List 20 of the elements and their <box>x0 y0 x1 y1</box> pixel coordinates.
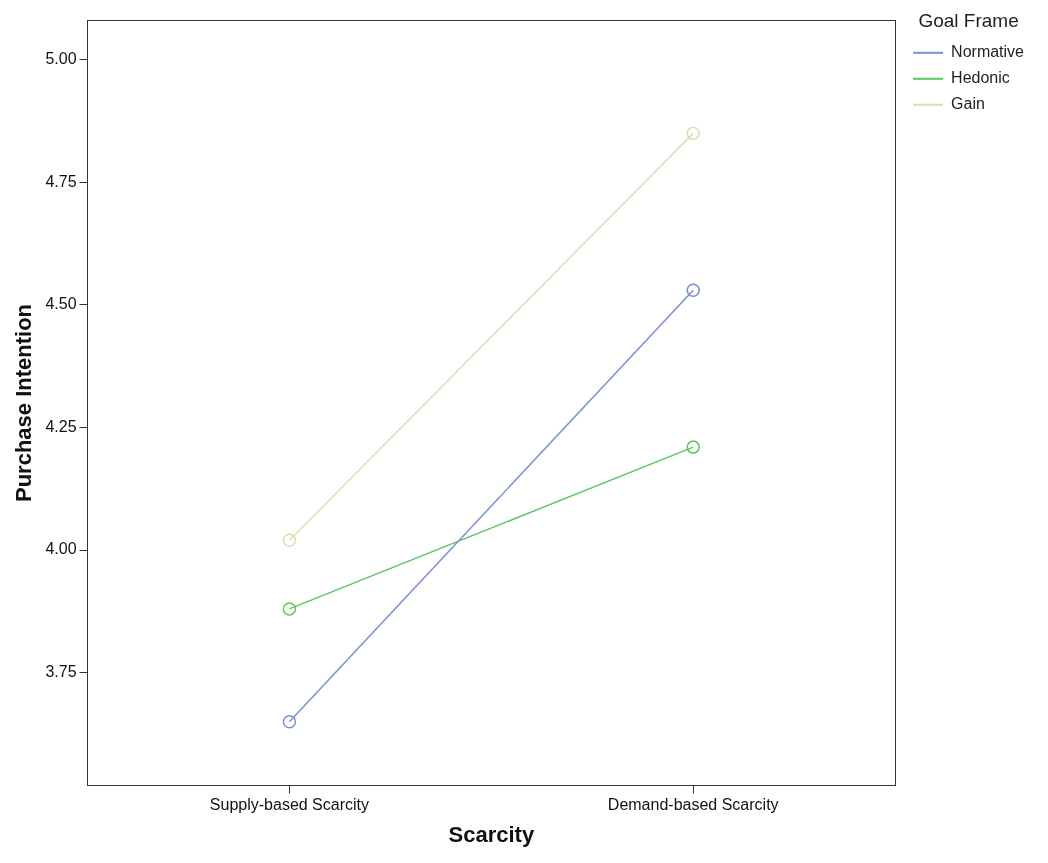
legend-label: Gain <box>951 95 985 113</box>
point <box>282 602 297 616</box>
y-tick-label: 3.75 <box>45 663 77 681</box>
point <box>282 714 297 729</box>
legend-title: Goal Frame <box>918 9 1019 31</box>
y-tick-label: 4.00 <box>45 540 77 558</box>
x-tick-label: Supply-based Scarcity <box>209 796 370 814</box>
y-tick-label: 5.00 <box>45 50 77 68</box>
x-tick-label: Demand-based Scarcity <box>607 796 779 814</box>
point <box>686 283 700 297</box>
y-tick-label: 4.25 <box>45 417 77 435</box>
y-tick-label: 4.50 <box>45 295 77 313</box>
x-axis-title: Scarcity <box>448 821 535 847</box>
y-tick-label: 4.75 <box>45 172 77 190</box>
legend-label: Hedonic <box>951 69 1010 87</box>
point <box>686 126 700 141</box>
y-axis-title: Purchase Intention <box>11 303 37 503</box>
legend-label: Normative <box>951 43 1025 61</box>
point <box>686 440 700 454</box>
point <box>282 533 297 548</box>
